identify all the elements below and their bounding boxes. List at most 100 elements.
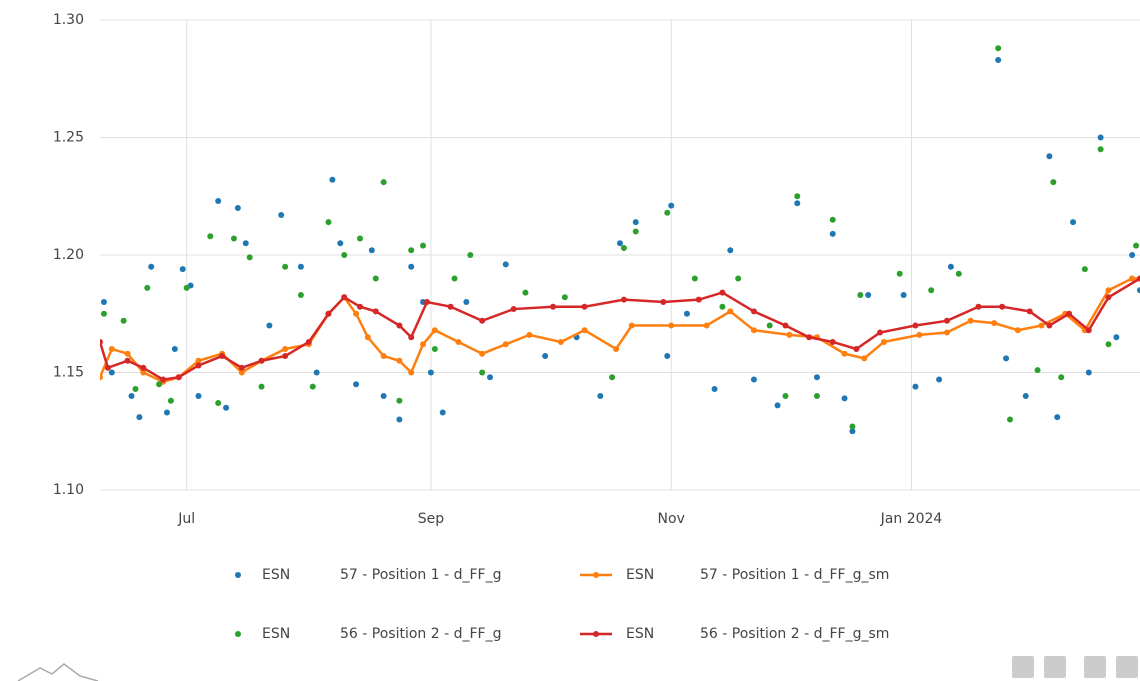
point [223, 404, 230, 411]
point [947, 263, 954, 270]
point [341, 252, 348, 258]
legend-label: 56 - Position 2 - d_FF_g [340, 626, 501, 642]
point [691, 275, 698, 282]
point [423, 299, 430, 305]
toolbar[interactable] [1012, 656, 1138, 678]
point [195, 362, 202, 369]
point [234, 205, 241, 211]
point [782, 393, 789, 399]
point [100, 299, 107, 305]
point [991, 320, 998, 327]
point [865, 291, 872, 298]
point [510, 306, 517, 313]
x-tick-label: Jan 2024 [880, 511, 943, 527]
x-tick-label: Nov [658, 511, 685, 527]
legend-label: 57 - Position 1 - d_FF_g_sm [700, 567, 889, 583]
point [238, 369, 245, 376]
point [703, 322, 710, 329]
point [786, 331, 793, 338]
point [1046, 322, 1053, 329]
point [727, 247, 734, 254]
axes: 1.10 1.15 1.20 1.25 1.30 Jul Sep Nov Jan 2024 [53, 12, 943, 527]
point [380, 179, 387, 186]
point [620, 296, 627, 303]
point [100, 374, 103, 381]
point [1137, 287, 1140, 294]
point [160, 376, 167, 383]
point [372, 308, 379, 315]
point [427, 369, 434, 376]
point [1014, 327, 1021, 334]
point [179, 266, 186, 273]
point [829, 216, 836, 223]
point [408, 247, 415, 254]
point [632, 219, 639, 226]
point [132, 385, 139, 392]
point [1085, 369, 1092, 376]
point [396, 322, 403, 329]
point [420, 242, 427, 249]
point [849, 428, 856, 435]
point [967, 317, 974, 324]
point [246, 254, 253, 261]
point [955, 270, 962, 277]
point [108, 369, 115, 376]
point [526, 331, 533, 338]
point [420, 341, 427, 348]
point [396, 397, 403, 404]
point [774, 402, 781, 409]
point [341, 294, 348, 301]
series-line [100, 277, 1140, 381]
point [750, 308, 757, 315]
point [857, 291, 864, 298]
point [171, 346, 178, 352]
point [325, 219, 332, 226]
point [297, 263, 304, 270]
point [368, 247, 375, 254]
point [163, 409, 170, 416]
point [896, 270, 903, 277]
point [581, 327, 588, 334]
legend-marker [593, 631, 599, 637]
y-tick-label: 1.10 [53, 482, 84, 498]
x-tick-label: Sep [418, 511, 445, 527]
point [136, 414, 143, 421]
point [542, 353, 549, 360]
point [439, 409, 446, 416]
point [1058, 374, 1065, 381]
point [297, 291, 304, 298]
point [794, 193, 801, 200]
point [999, 303, 1006, 310]
point [195, 357, 202, 364]
point [1129, 252, 1136, 258]
point [372, 275, 379, 282]
point [266, 322, 273, 329]
y-tick-label: 1.30 [53, 12, 84, 28]
point [329, 176, 336, 183]
point [215, 197, 222, 204]
point [313, 369, 320, 376]
point [877, 329, 883, 336]
point [144, 284, 151, 291]
point [683, 310, 690, 317]
legend-name: ESN [262, 626, 290, 642]
point [1046, 153, 1053, 160]
point [380, 393, 387, 399]
legend-marker [593, 572, 599, 578]
point [282, 353, 289, 360]
point [479, 350, 486, 357]
legend: ESN 57 - Position 1 - d_FF_g ESN 57 - Posit… [235, 567, 889, 642]
point [1137, 275, 1140, 282]
point [1081, 266, 1088, 273]
point [912, 383, 919, 390]
point [1050, 179, 1057, 186]
legend-label: 56 - Position 2 - d_FF_g_sm [700, 626, 889, 642]
point [230, 235, 237, 242]
point [305, 338, 312, 345]
point [853, 346, 860, 352]
point [581, 303, 588, 310]
point [183, 284, 190, 291]
point [861, 355, 868, 362]
point [124, 357, 131, 364]
